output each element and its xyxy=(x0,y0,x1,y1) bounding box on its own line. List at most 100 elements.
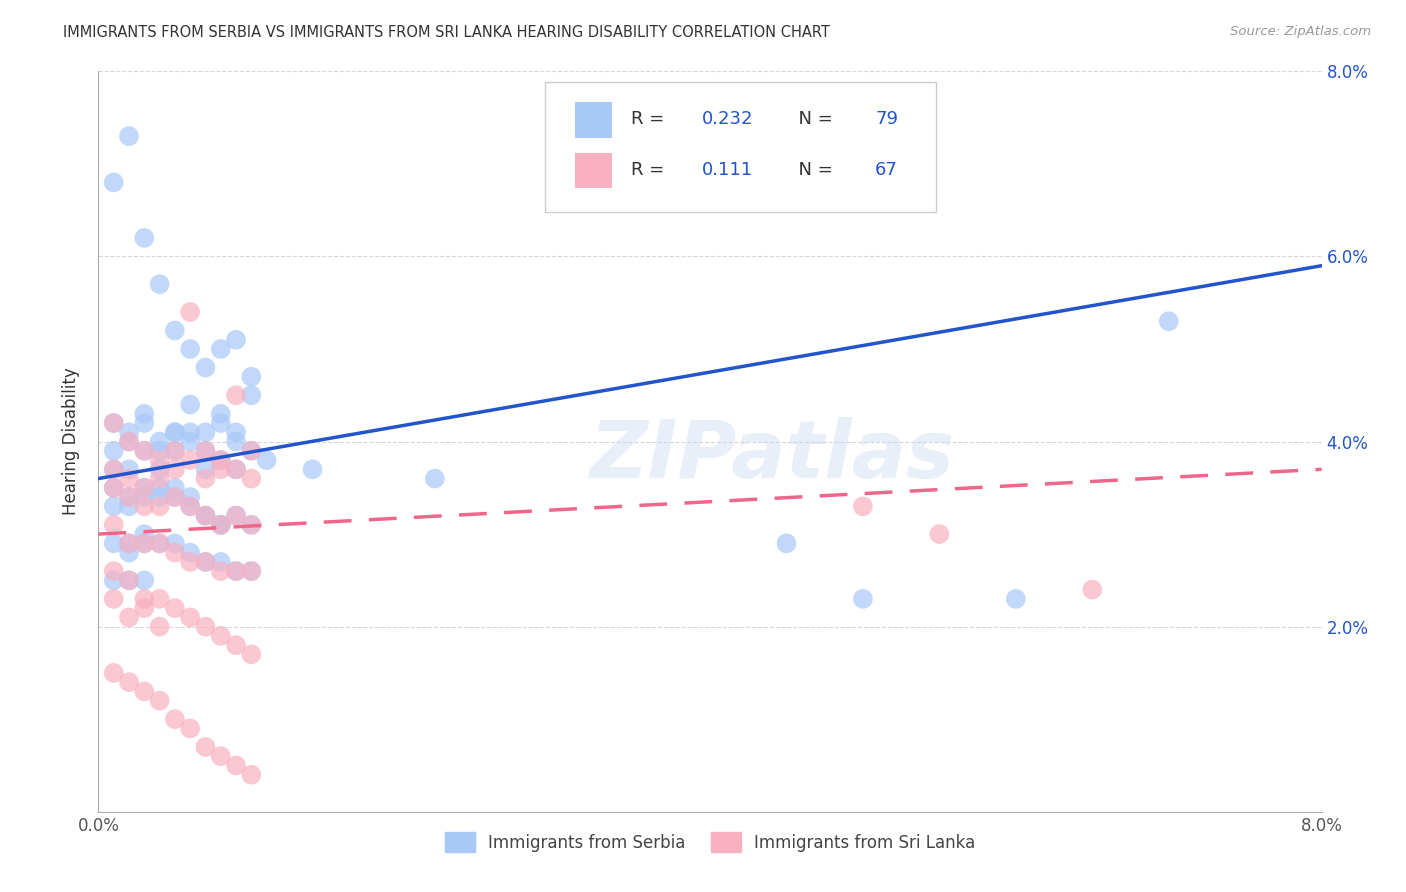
Point xyxy=(163,545,186,560)
Point xyxy=(103,462,125,476)
FancyBboxPatch shape xyxy=(575,153,612,188)
Point xyxy=(179,555,201,569)
Text: R =: R = xyxy=(630,161,675,178)
Point xyxy=(149,619,172,633)
Point xyxy=(852,500,875,514)
Point xyxy=(209,564,232,578)
Point xyxy=(209,749,232,764)
Point xyxy=(179,722,201,736)
Point xyxy=(134,591,156,606)
Point xyxy=(240,443,263,458)
Text: R =: R = xyxy=(630,111,669,128)
Point xyxy=(103,462,125,476)
Point xyxy=(179,398,201,412)
Point xyxy=(149,453,172,467)
Point xyxy=(134,536,156,550)
Point xyxy=(118,675,141,690)
Point xyxy=(118,574,141,588)
Point xyxy=(163,712,186,726)
Point xyxy=(163,425,186,440)
Point xyxy=(179,490,201,504)
Legend: Immigrants from Serbia, Immigrants from Sri Lanka: Immigrants from Serbia, Immigrants from … xyxy=(439,825,981,859)
Point xyxy=(209,555,232,569)
Point xyxy=(928,527,950,541)
Point xyxy=(225,508,247,523)
Point xyxy=(149,536,172,550)
Point xyxy=(1004,591,1026,606)
Point xyxy=(225,333,247,347)
Point xyxy=(149,536,172,550)
Point xyxy=(118,434,141,449)
Point xyxy=(118,500,141,514)
Point xyxy=(179,434,201,449)
Point xyxy=(149,472,172,486)
Point xyxy=(118,434,141,449)
Text: ZIPatlas: ZIPatlas xyxy=(589,417,953,495)
Point xyxy=(118,574,141,588)
Point xyxy=(209,453,232,467)
Point xyxy=(149,462,172,476)
Point xyxy=(163,601,186,615)
Point xyxy=(134,481,156,495)
Point xyxy=(103,500,125,514)
Point xyxy=(134,684,156,698)
Point xyxy=(118,425,141,440)
Point xyxy=(134,481,156,495)
Point xyxy=(134,490,156,504)
Point xyxy=(118,129,141,144)
Point xyxy=(134,407,156,421)
Point xyxy=(209,342,232,356)
Point xyxy=(118,490,141,504)
Text: 67: 67 xyxy=(875,161,898,178)
Point xyxy=(103,416,125,430)
Text: 0.232: 0.232 xyxy=(702,111,754,128)
Point xyxy=(225,758,247,772)
Point xyxy=(118,536,141,550)
Point xyxy=(194,443,217,458)
Point xyxy=(134,231,156,245)
Point xyxy=(194,472,217,486)
Point xyxy=(209,517,232,532)
Point xyxy=(225,388,247,402)
Point xyxy=(240,388,263,402)
Text: Source: ZipAtlas.com: Source: ZipAtlas.com xyxy=(1230,25,1371,38)
Point xyxy=(194,360,217,375)
Point xyxy=(179,500,201,514)
Point xyxy=(134,601,156,615)
Point xyxy=(209,517,232,532)
Point xyxy=(194,508,217,523)
Point xyxy=(240,443,263,458)
Point xyxy=(118,472,141,486)
Point xyxy=(209,453,232,467)
Point xyxy=(852,591,875,606)
Point xyxy=(179,545,201,560)
Point xyxy=(240,472,263,486)
Point xyxy=(134,527,156,541)
Point xyxy=(225,564,247,578)
Point xyxy=(256,453,278,467)
Point xyxy=(179,305,201,319)
Text: N =: N = xyxy=(787,161,838,178)
Point xyxy=(103,481,125,495)
Point xyxy=(103,665,125,680)
Point xyxy=(194,508,217,523)
Point xyxy=(149,591,172,606)
Point xyxy=(149,277,172,292)
Point xyxy=(209,416,232,430)
Point xyxy=(163,490,186,504)
Point xyxy=(194,462,217,476)
Point xyxy=(103,416,125,430)
Point xyxy=(225,425,247,440)
Point xyxy=(118,536,141,550)
Text: IMMIGRANTS FROM SERBIA VS IMMIGRANTS FROM SRI LANKA HEARING DISABILITY CORRELATI: IMMIGRANTS FROM SERBIA VS IMMIGRANTS FRO… xyxy=(63,25,830,40)
Point xyxy=(240,564,263,578)
Point xyxy=(775,536,797,550)
Point xyxy=(209,462,232,476)
Point xyxy=(194,425,217,440)
Point xyxy=(225,638,247,652)
Point xyxy=(194,555,217,569)
Point xyxy=(134,416,156,430)
Point xyxy=(209,629,232,643)
Point xyxy=(103,536,125,550)
Point xyxy=(225,462,247,476)
